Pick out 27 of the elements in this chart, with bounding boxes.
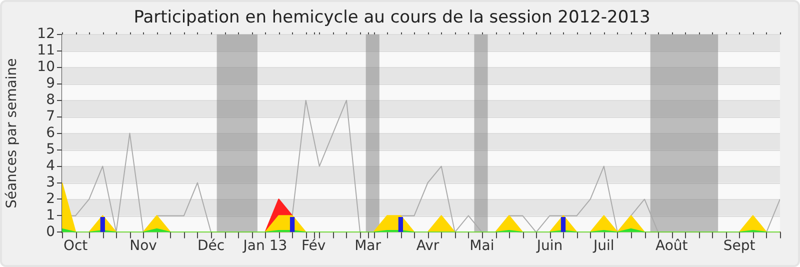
- y-tick-label: 9: [46, 75, 55, 92]
- y-tick-label: 3: [46, 174, 55, 190]
- y-tick-label: 6: [46, 124, 56, 141]
- y-tick-label: 7: [46, 108, 55, 124]
- y-tick-label: 0: [46, 224, 55, 240]
- y-tick-label: 8: [46, 92, 55, 108]
- y-axis-title: Séances par semaine: [4, 58, 20, 208]
- x-tick-label: Avr: [416, 238, 440, 254]
- chart-title: Participation en hemicycle au cours de la session 2012-2013: [134, 8, 650, 28]
- x-tick-label: Juil: [592, 238, 614, 254]
- y-tick-label: 12: [37, 26, 55, 42]
- x-tick-label: Jan 13: [242, 238, 288, 254]
- x-tick-label: Mar: [354, 238, 382, 254]
- x-tick-label: Juin: [536, 238, 563, 254]
- y-tick-label: 5: [46, 141, 55, 158]
- y-tick-label: 10: [37, 59, 55, 76]
- x-tick-label: Oct: [63, 238, 88, 254]
- x-tick-label: Sept: [723, 238, 756, 254]
- x-tick-label: Août: [655, 238, 688, 254]
- y-tick-label: 2: [46, 190, 55, 207]
- y-tick-label: 4: [46, 158, 56, 174]
- x-tick-label: Nov: [130, 238, 157, 254]
- x-tick-label: Mai: [470, 238, 494, 254]
- y-tick-label: 1: [46, 207, 55, 224]
- x-tick-label: Fév: [301, 238, 326, 254]
- y-tick-label: 11: [37, 42, 55, 59]
- x-tick-label: Déc: [197, 238, 225, 254]
